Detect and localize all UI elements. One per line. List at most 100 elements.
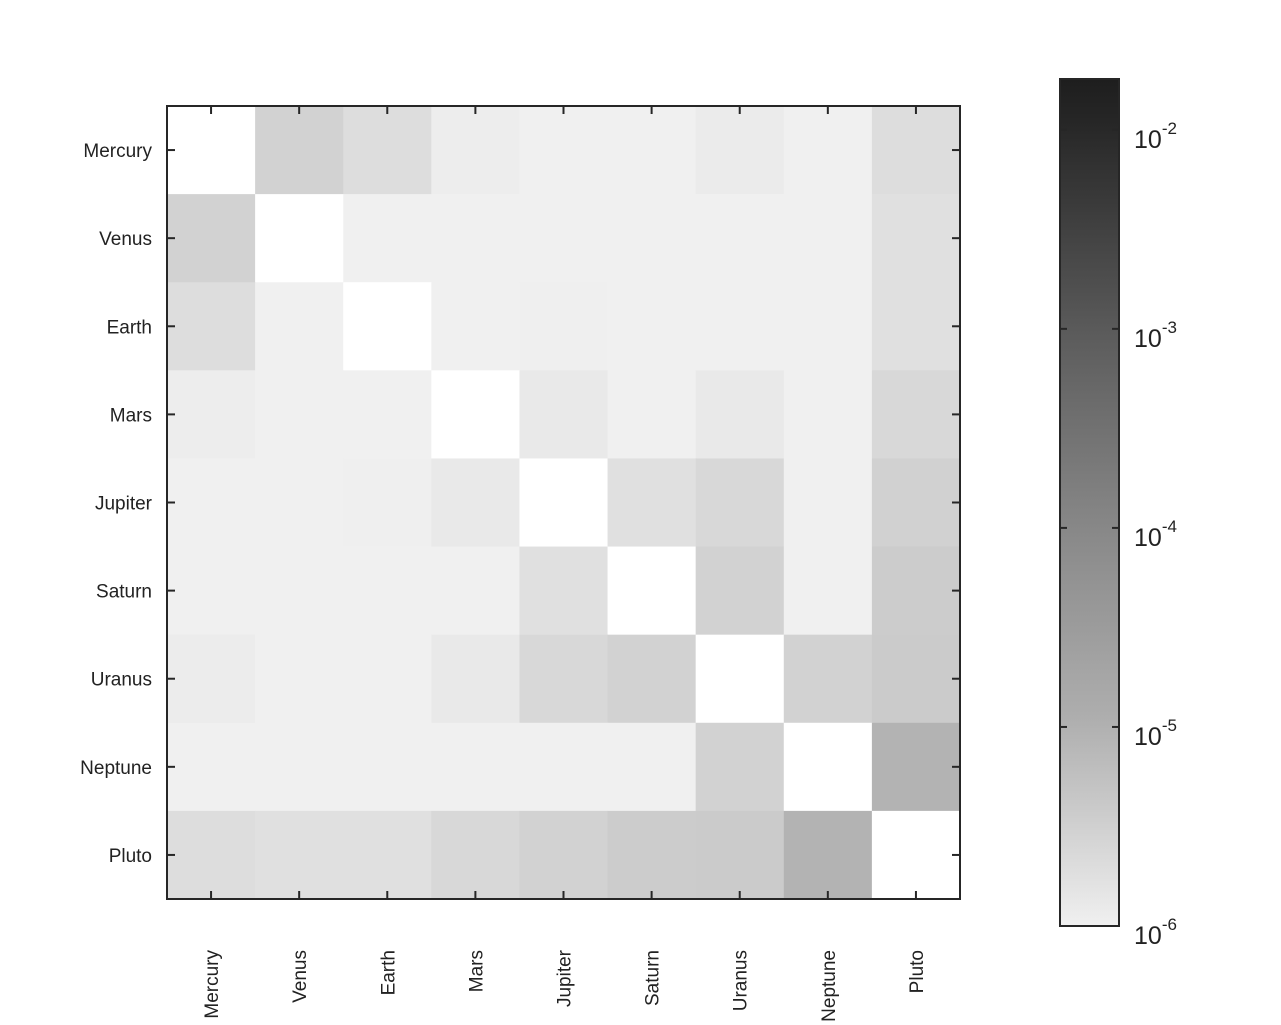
heatmap-cell	[167, 458, 256, 548]
heatmap-cell	[255, 810, 344, 900]
heatmap-cell	[607, 106, 697, 195]
y-tick-label: Venus	[99, 229, 152, 250]
heatmap-cell	[167, 370, 256, 459]
y-tick-label: Pluto	[109, 846, 152, 867]
x-tick-label: Jupiter	[555, 949, 576, 1007]
heatmap-cell	[695, 194, 785, 283]
heatmap-cell	[695, 546, 785, 636]
heatmap-cell	[255, 634, 344, 724]
heatmap-cell	[431, 370, 520, 459]
x-tick-label: Pluto	[907, 950, 928, 993]
heatmap-cell	[695, 282, 785, 371]
heatmap-cell	[431, 634, 520, 724]
heatmap-cell	[431, 458, 520, 548]
heatmap-cell	[167, 810, 256, 900]
y-tick-label: Mars	[110, 405, 152, 426]
y-tick-label: Saturn	[96, 582, 152, 603]
heatmap-cell	[783, 810, 873, 900]
heatmap-cell	[167, 106, 256, 195]
heatmap-cell	[431, 546, 520, 636]
heatmap-cell	[519, 722, 609, 812]
y-axis-labels: Mercury Venus Earth Mars Jupiter Saturn Uranus…	[80, 141, 153, 867]
heatmap-cell	[607, 194, 697, 283]
heatmap-cell	[871, 810, 961, 900]
heatmap-cell	[783, 370, 873, 459]
heatmap-cell	[607, 810, 697, 900]
x-tick-label: Uranus	[731, 950, 752, 1011]
heatmap-cell	[783, 458, 873, 548]
heatmap-cell	[343, 722, 432, 812]
heatmap-cell	[871, 722, 961, 812]
heatmap-cell	[255, 106, 344, 195]
heatmap-cell	[519, 106, 609, 195]
heatmap-cell	[695, 810, 785, 900]
colorbar-scale	[1059, 78, 1120, 927]
heatmap-cell	[343, 546, 432, 636]
heatmap-cells	[167, 106, 961, 900]
heatmap-cell	[343, 370, 432, 459]
x-tick-label: Neptune	[819, 950, 840, 1022]
colorbar-tick-label: 10-3	[1134, 318, 1177, 353]
heatmap-cell	[607, 458, 697, 548]
x-tick-label: Mercury	[202, 950, 223, 1019]
axis-ticks	[167, 106, 960, 899]
heatmap-cell	[431, 722, 520, 812]
heatmap-cell	[255, 370, 344, 459]
heatmap-cell	[607, 722, 697, 812]
heatmap-cell	[343, 458, 432, 548]
heatmap-cell	[255, 546, 344, 636]
colorbar: 10-6 10-5 10-4 10-3 10-2	[1059, 78, 1177, 950]
heatmap-cell	[167, 194, 256, 283]
heatmap-cell	[871, 282, 961, 371]
y-tick-label: Jupiter	[95, 494, 153, 515]
heatmap-cell	[607, 634, 697, 724]
y-tick-label: Mercury	[83, 141, 152, 162]
heatmap-cell	[431, 810, 520, 900]
heatmap-cell	[871, 458, 961, 548]
colorbar-tick-label: 10-2	[1134, 119, 1177, 154]
heatmap-cell	[607, 282, 697, 371]
heatmap-cell	[695, 370, 785, 459]
heatmap-cell	[431, 282, 520, 371]
heatmap-cell	[167, 634, 256, 724]
heatmap-cell	[519, 546, 609, 636]
heatmap-cell	[519, 370, 609, 459]
x-axis-labels: Mercury Venus Earth Mars Jupiter Saturn Uranus…	[202, 949, 928, 1022]
heatmap-cell	[519, 810, 609, 900]
heatmap-cell	[519, 458, 609, 548]
heatmap-cell	[783, 106, 873, 195]
heatmap-cell	[343, 106, 432, 195]
heatmap-cell	[519, 282, 609, 371]
heatmap-cell	[607, 546, 697, 636]
heatmap-cell	[695, 106, 785, 195]
x-tick-label: Mars	[466, 950, 487, 992]
heatmap-cell	[343, 282, 432, 371]
heatmap-cell	[871, 634, 961, 724]
heatmap-cell	[519, 194, 609, 283]
heatmap-cell	[343, 634, 432, 724]
heatmap-cell	[431, 194, 520, 283]
heatmap-cell	[607, 370, 697, 459]
y-tick-label: Neptune	[80, 758, 152, 779]
heatmap-cell	[783, 194, 873, 283]
colorbar-tick-label: 10-6	[1134, 915, 1177, 950]
y-tick-label: Earth	[107, 317, 152, 338]
heatmap-cell	[695, 634, 785, 724]
heatmap-cell	[343, 194, 432, 283]
y-tick-label: Uranus	[91, 670, 152, 691]
colorbar-tick-label: 10-5	[1134, 716, 1177, 751]
heatmap-cell	[783, 634, 873, 724]
heatmap-cell	[255, 458, 344, 548]
x-tick-label: Saturn	[643, 950, 664, 1006]
x-tick-label: Venus	[290, 950, 311, 1003]
heatmap-cell	[783, 546, 873, 636]
heatmap-cell	[167, 546, 256, 636]
heatmap-cell	[695, 458, 785, 548]
heatmap-cell	[167, 722, 256, 812]
heatmap-cell	[255, 194, 344, 283]
heatmap-cell	[343, 810, 432, 900]
heatmap-cell	[167, 282, 256, 371]
colorbar-tick-label: 10-4	[1134, 517, 1177, 552]
heatmap-cell	[783, 722, 873, 812]
